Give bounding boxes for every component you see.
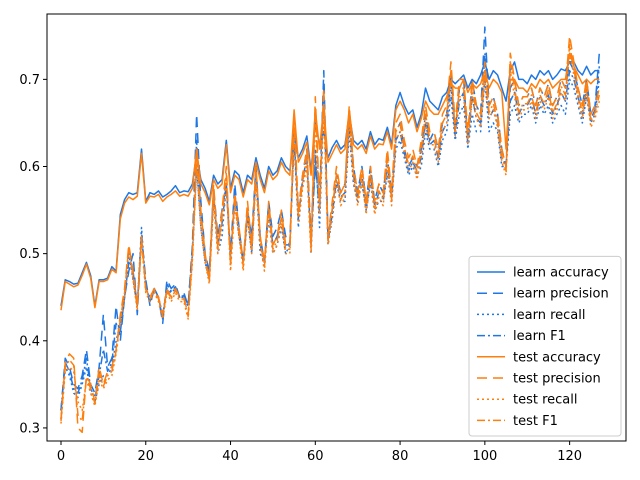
legend-box: [468, 255, 622, 437]
legend-label: test recall: [513, 393, 578, 408]
x-tick-label: 40: [222, 449, 239, 464]
legend-label: test accuracy: [513, 350, 601, 365]
y-tick-label: 0.5: [19, 247, 40, 262]
series-line-test-F1: [60, 43, 601, 422]
x-tick-label: 80: [392, 449, 409, 464]
x-tick-label: 0: [57, 449, 65, 464]
legend-label: learn precision: [513, 287, 609, 302]
legend-label: learn F1: [513, 329, 566, 344]
y-tick-label: 0.6: [19, 160, 40, 175]
legend-label: test F1: [513, 414, 558, 429]
x-tick-label: 100: [472, 449, 497, 464]
x-tick-label: 60: [307, 449, 324, 464]
y-tick-label: 0.3: [19, 421, 40, 436]
x-tick-label: 120: [557, 449, 582, 464]
legend-label: test precision: [513, 372, 601, 387]
plot-frame: [46, 13, 627, 442]
y-tick-label: 0.7: [19, 73, 40, 88]
axes-layer: 0 20 40 60 80 100 120 0.3 0.4 0.5 0.6 0.7: [19, 73, 582, 464]
x-tick-label: 20: [137, 449, 154, 464]
legend-label: learn accuracy: [513, 266, 609, 281]
legend: learn accuracy learn precision learn recal…: [468, 255, 622, 437]
series-line-learn-F1: [60, 52, 601, 411]
series-layer: [60, 26, 601, 434]
legend-label: learn recall: [513, 308, 585, 323]
y-tick-label: 0.4: [19, 334, 40, 349]
